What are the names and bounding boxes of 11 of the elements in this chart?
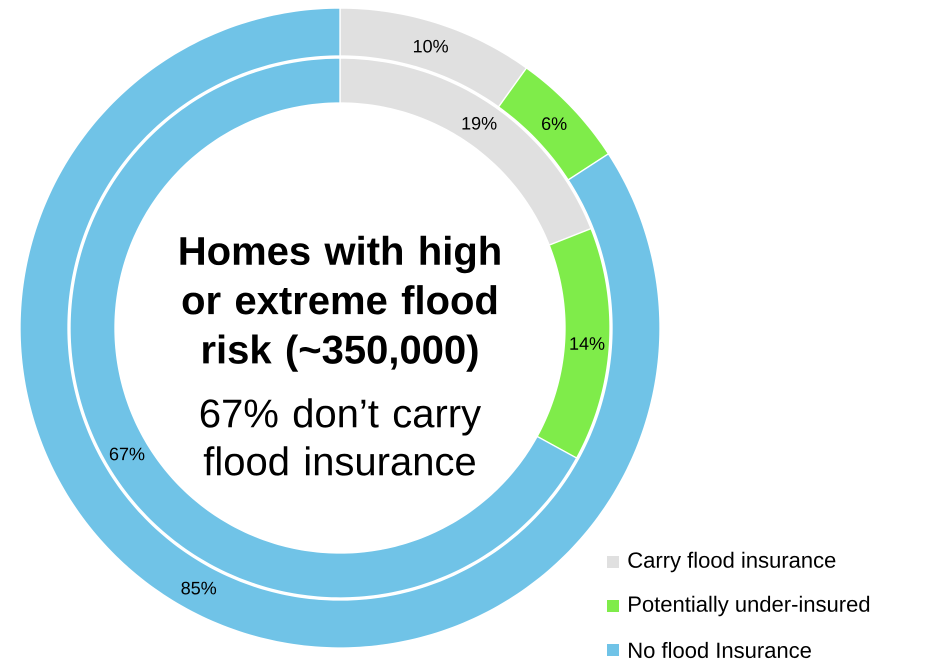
- data-label: 19%: [462, 116, 496, 130]
- text: Homes with high or extreme flood risk (~350,000): [180, 236, 500, 372]
- text: 67% don’t carry flood insurance: [200, 398, 482, 476]
- data-label: 10%: [414, 40, 448, 53]
- data-label: 14%: [570, 337, 604, 350]
- legend-label: No flood Insurance: [629, 642, 811, 658]
- legend-label: Potentially under-insured: [629, 596, 870, 616]
- data-label: 67%: [110, 448, 144, 460]
- data-label: 85%: [181, 582, 216, 594]
- legend-label: Carry flood insurance: [628, 552, 836, 572]
- data-label: 6%: [542, 117, 566, 130]
